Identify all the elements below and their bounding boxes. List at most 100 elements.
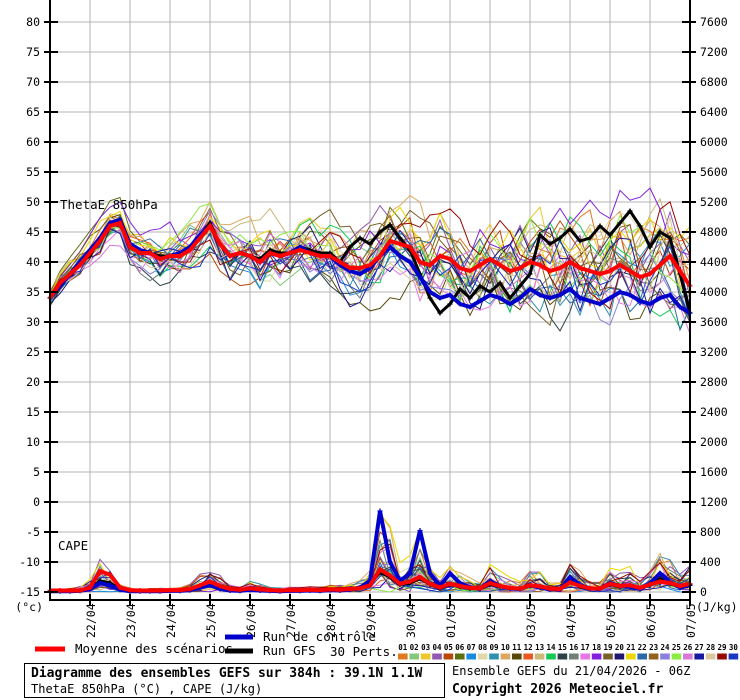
pert-number-label: 10 (501, 643, 511, 652)
pert-color-swatch (660, 653, 670, 660)
left-axis-tick-label: 75 (26, 45, 40, 59)
date-tick-label: 28/04 (324, 603, 338, 638)
pert-color-swatch (705, 653, 716, 660)
pert-number-label: 18 (592, 643, 602, 652)
pert-color-swatch (637, 653, 647, 660)
pert-number-label: 02 (410, 643, 419, 652)
pert-number-label: 01 (398, 643, 408, 652)
left-axis-tick-label: 80 (26, 15, 40, 29)
copyright: Copyright 2026 Meteociel.fr (452, 682, 664, 697)
pert-number-label: 15 (558, 643, 567, 652)
right-axis-tick-label: 6000 (700, 135, 728, 149)
footer-run-block: Ensemble GEFS du 21/04/2026 - 06Z Copyri… (452, 664, 738, 697)
date-tick-label: 24/04 (164, 603, 178, 638)
left-axis-tick-label: 60 (26, 135, 40, 149)
right-axis-tick-label: 4000 (700, 285, 728, 299)
pert-color-swatch (500, 653, 511, 660)
left-axis-tick-label: 30 (26, 315, 40, 329)
diagram-subtitle: ThetaE 850hPa (°C) , CAPE (J/kg) (31, 682, 263, 696)
date-tick-label: 01/05 (444, 603, 458, 638)
right-axis-tick-label: 6400 (700, 105, 728, 119)
pert-number-label: 05 (444, 643, 453, 652)
right-axis-tick-label: 0 (700, 585, 707, 599)
pert-color-swatch (523, 653, 533, 660)
pert-number-label: 22 (638, 643, 647, 652)
pert-color-swatch (432, 653, 442, 660)
pert-number-label: 20 (615, 643, 625, 652)
pert-color-swatch (591, 653, 602, 660)
pert-color-swatch (512, 653, 522, 660)
pert-number-label: 13 (535, 643, 545, 652)
ensemble-member-thetae-line (49, 213, 691, 321)
pert-color-swatch (420, 653, 431, 660)
left-axis-tick-label: 50 (26, 195, 40, 209)
right-axis-tick-label: 7600 (700, 15, 728, 29)
left-axis-tick-label: 0 (33, 495, 40, 509)
pert-color-swatch (626, 653, 636, 660)
pert-color-swatch (455, 653, 465, 660)
pert-color-swatch (489, 653, 499, 660)
right-axis-tick-label: 2000 (700, 435, 728, 449)
pert-number-label: 23 (649, 643, 659, 652)
pert-number-label: 30 (729, 643, 739, 652)
pert-color-swatch (443, 653, 454, 660)
pert-color-swatch (603, 653, 613, 660)
pert-number-label: 12 (524, 643, 533, 652)
pert-number-label: 03 (421, 643, 431, 652)
legend-control-label: Run de contrôle (263, 629, 376, 644)
ensemble-member-thetae-line (49, 212, 691, 301)
pert-color-swatch (648, 653, 659, 660)
pert-number-label: 17 (581, 643, 590, 652)
pert-color-swatch (398, 653, 408, 660)
left-axis-tick-label: -5 (26, 525, 40, 539)
left-axis-tick-label: 40 (26, 255, 40, 269)
thetae-series-label: ThetaE 850hPa (60, 197, 158, 212)
legend-perts-label: 30 Perts. (330, 644, 398, 659)
right-axis-tick-label: 800 (700, 525, 721, 539)
legend-gfs-label: Run GFS (263, 643, 316, 658)
right-axis-tick-label: 6800 (700, 75, 728, 89)
cape-series-label: CAPE (58, 538, 88, 553)
right-axis-tick-label: 1200 (700, 495, 728, 509)
left-axis-unit-label: (°c) (15, 600, 43, 614)
pert-color-swatch (466, 653, 476, 660)
footer-info-box: Diagramme des ensembles GEFS sur 384h : … (24, 663, 445, 698)
right-axis-tick-label: 1600 (700, 465, 728, 479)
left-axis-tick-label: 10 (26, 435, 40, 449)
pert-color-swatch (580, 653, 590, 660)
left-axis-tick-label: -15 (19, 585, 40, 599)
pert-number-label: 16 (569, 643, 579, 652)
pert-number-label: 24 (660, 643, 670, 652)
pert-number-label: 07 (467, 643, 476, 652)
pert-color-swatch (671, 653, 682, 660)
pert-color-swatch (546, 653, 556, 660)
ensemble-member-thetae-line (49, 221, 691, 323)
pert-color-swatch (728, 653, 739, 660)
left-axis-tick-label: 35 (26, 285, 40, 299)
pert-number-label: 26 (683, 643, 693, 652)
date-tick-label: 25/04 (204, 603, 218, 638)
pert-color-swatch (569, 653, 579, 660)
left-axis-tick-label: 5 (33, 465, 40, 479)
legend-mean-label: Moyenne des scénarios (75, 641, 233, 656)
right-axis-tick-label: 3600 (700, 315, 728, 329)
pert-number-label: 06 (455, 643, 465, 652)
right-axis-tick-label: 2800 (700, 375, 728, 389)
pert-number-label: 27 (695, 643, 704, 652)
pert-number-label: 09 (489, 643, 499, 652)
pert-number-label: 14 (546, 643, 556, 652)
right-axis-tick-label: 4400 (700, 255, 728, 269)
left-axis-tick-label: 15 (26, 405, 40, 419)
pert-number-label: 04 (432, 643, 442, 652)
date-tick-label: 23/04 (124, 603, 138, 638)
ensemble-member-thetae-line (49, 216, 691, 302)
pert-color-swatch (694, 653, 704, 660)
pert-number-label: 08 (478, 643, 488, 652)
left-axis-tick-label: 25 (26, 345, 40, 359)
pert-color-swatch (557, 653, 568, 660)
date-tick-label: 02/05 (484, 603, 498, 638)
right-axis-tick-label: 5600 (700, 165, 728, 179)
ensemble-member-thetae-line (49, 202, 691, 308)
